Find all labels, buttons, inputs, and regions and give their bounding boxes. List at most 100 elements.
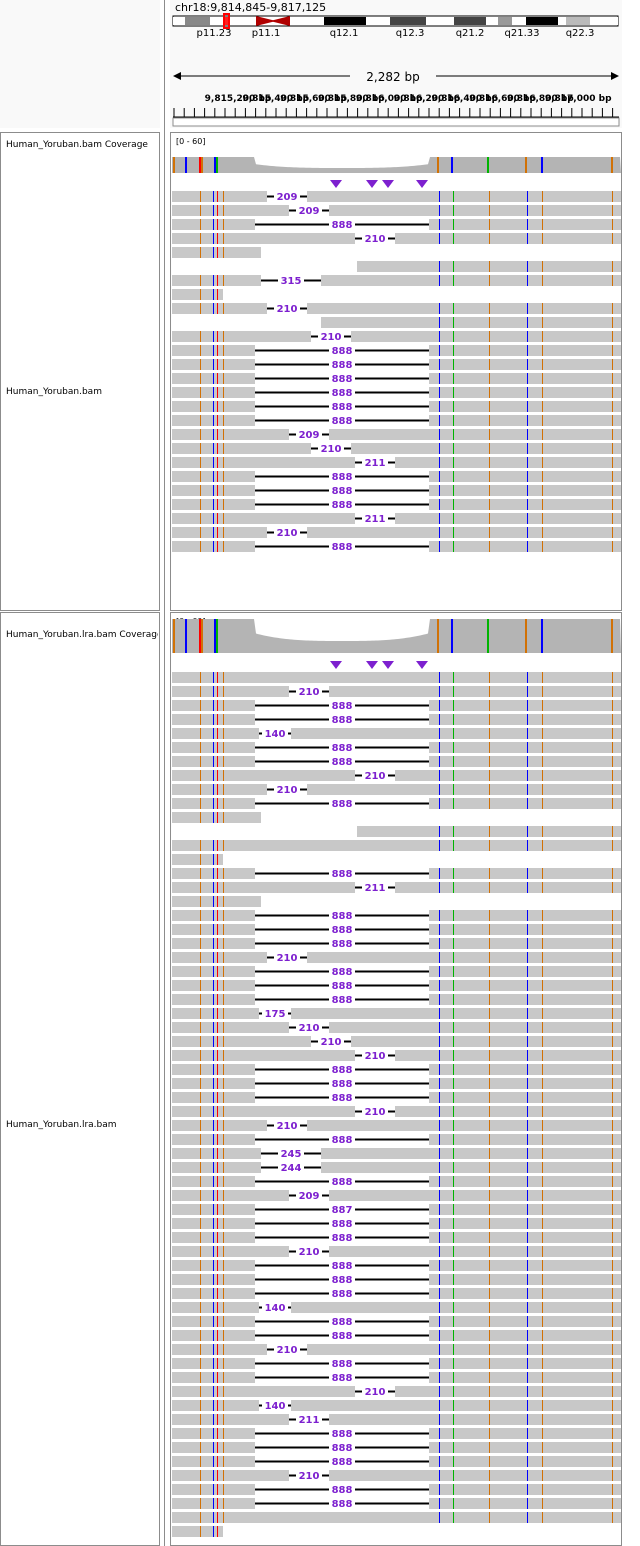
read-row: 888	[172, 1428, 621, 1440]
mismatch	[527, 527, 528, 538]
mismatch	[453, 1176, 454, 1187]
gap-label-bg	[329, 471, 355, 482]
mismatch	[200, 1358, 201, 1369]
read-segment	[172, 1512, 621, 1523]
mismatch	[200, 1092, 201, 1103]
mismatch	[439, 1218, 440, 1229]
mismatch	[527, 980, 528, 991]
mismatch	[439, 471, 440, 482]
mismatch	[612, 1162, 613, 1173]
mismatch	[217, 714, 218, 725]
mismatch	[527, 1190, 528, 1201]
mismatch	[489, 728, 490, 739]
read-segment	[172, 1190, 289, 1201]
mismatch	[489, 1400, 490, 1411]
mismatch	[223, 1288, 224, 1299]
read-segment	[429, 868, 621, 879]
coverage-track-name[interactable]: Human_Yoruban.bam Coverage	[6, 140, 148, 150]
mismatch	[612, 345, 613, 356]
read-segment	[172, 1470, 289, 1481]
mismatch	[612, 798, 613, 809]
cytoband-label: q21.33	[505, 28, 540, 39]
mismatch	[213, 1386, 214, 1397]
mismatch	[213, 1344, 214, 1355]
mismatch	[217, 756, 218, 767]
gap-label-bg	[329, 1218, 355, 1229]
mismatch	[439, 1078, 440, 1089]
read-row	[357, 261, 621, 272]
mismatch	[439, 1008, 440, 1019]
mismatch	[489, 1512, 490, 1523]
gap-label-bg	[274, 1120, 300, 1131]
read-segment	[172, 1526, 223, 1537]
mismatch	[542, 303, 543, 314]
deletion-length-label: 888	[332, 346, 353, 357]
column-divider[interactable]	[164, 0, 165, 1546]
mismatch	[612, 868, 613, 879]
mismatch	[439, 1316, 440, 1327]
mismatch	[542, 359, 543, 370]
read-row: 209	[172, 191, 621, 203]
ruler-label: 9,816,200 bp	[394, 94, 461, 104]
read-segment	[429, 966, 621, 977]
mismatch	[489, 1316, 490, 1327]
mismatch	[453, 219, 454, 230]
deletion-length-label: 211	[365, 458, 386, 469]
mismatch	[489, 1036, 490, 1047]
mismatch	[489, 686, 490, 697]
chromosome-ideogram[interactable]: p11.23 p11.1 q12.1 q12.3 q21.2 q21.33 q22.3 2,2…	[170, 0, 622, 128]
alignment-track-name[interactable]: Human_Yoruban.lra.bam	[6, 1120, 117, 1130]
mismatch	[439, 1120, 440, 1131]
read-row: 209	[172, 429, 621, 441]
mismatch	[200, 938, 201, 949]
mismatch	[217, 373, 218, 384]
mismatch	[612, 415, 613, 426]
mismatch	[527, 994, 528, 1005]
read-row: 888	[172, 387, 621, 399]
alignment-view-1[interactable]: [0 - 60]20920988821031521021088888888888…	[171, 133, 622, 611]
mismatch	[542, 1106, 543, 1117]
alignment-view-2[interactable]: [0 - 60]21088888814088888821021088888821…	[171, 613, 622, 1546]
mismatch	[200, 415, 201, 426]
mismatch	[217, 1036, 218, 1047]
gap-label-bg	[329, 742, 355, 753]
mismatch	[439, 1330, 440, 1341]
read-segment	[321, 275, 621, 286]
mismatch	[489, 672, 490, 683]
mismatch	[612, 205, 613, 216]
mismatch	[542, 345, 543, 356]
mismatch	[217, 686, 218, 697]
deletion-length-label: 210	[277, 1121, 298, 1132]
deletion-length-label: 210	[277, 1345, 298, 1356]
alignment-track-name[interactable]: Human_Yoruban.bam	[6, 387, 102, 397]
mismatch	[542, 401, 543, 412]
gap-label-bg	[329, 387, 355, 398]
mismatch	[453, 457, 454, 468]
mismatch	[489, 345, 490, 356]
deletion-length-label: 244	[281, 1163, 302, 1174]
read-row: 888	[172, 714, 621, 726]
mismatch	[213, 1036, 214, 1047]
gap-label-bg	[262, 1400, 288, 1411]
track-name-panel-1: Human_Yoruban.bam Coverage Human_Yoruban…	[0, 132, 160, 611]
read-segment	[172, 205, 289, 216]
mismatch	[213, 541, 214, 552]
mismatch	[453, 1386, 454, 1397]
read-row: 887	[172, 1204, 621, 1216]
mismatch	[489, 1022, 490, 1033]
mismatch	[489, 1120, 490, 1131]
mismatch	[439, 1470, 440, 1481]
coverage-track-name[interactable]: Human_Yoruban.lra.bam Coverage	[6, 630, 158, 640]
mismatch	[542, 387, 543, 398]
mismatch	[453, 910, 454, 921]
locus-label[interactable]: chr18:9,814,845-9,817,125	[175, 1, 327, 14]
mismatch	[453, 952, 454, 963]
mismatch	[213, 1316, 214, 1327]
read-row: 888	[172, 345, 621, 357]
mismatch	[542, 541, 543, 552]
mismatch	[213, 868, 214, 879]
deletion-length-label: 211	[299, 1415, 320, 1426]
mismatch	[217, 275, 218, 286]
read-row: 244	[172, 1162, 621, 1174]
read-row: 888	[172, 868, 621, 880]
